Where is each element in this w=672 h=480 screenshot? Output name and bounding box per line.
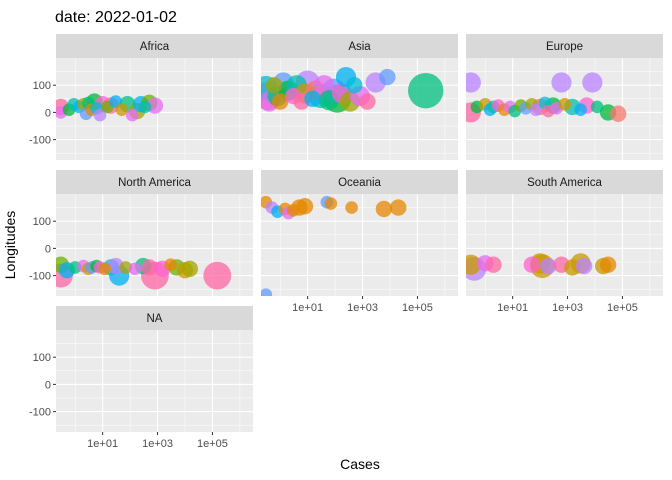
- data-point: [558, 97, 572, 111]
- data-point: [529, 103, 543, 116]
- data-point: [98, 262, 112, 276]
- x-tick-label: 1e+01: [87, 438, 118, 450]
- facet-strip: [466, 34, 663, 58]
- y-tick-label: 0: [45, 107, 51, 119]
- facet-strip-label: Europe: [546, 41, 583, 53]
- data-point: [551, 72, 572, 93]
- data-point: [286, 204, 300, 217]
- facet-strip: [261, 170, 458, 194]
- data-point: [375, 200, 393, 218]
- data-point: [359, 93, 376, 110]
- facet-panel: Oceania 1e+01 1e+03 1e+05: [261, 170, 458, 314]
- data-point: [107, 257, 124, 275]
- x-tick-label: 1e+03: [142, 438, 173, 450]
- facet-strip: [466, 170, 663, 194]
- point-layer: [466, 253, 617, 281]
- x-tick-label: 1e+03: [552, 302, 583, 314]
- y-tick-label: 0: [45, 379, 51, 391]
- facet-panel: South America 1e+01 1e+03 1e+05: [466, 170, 663, 314]
- panel-background: [466, 194, 663, 296]
- data-point: [138, 100, 152, 114]
- point-layer: [466, 72, 627, 123]
- point-layer: [56, 256, 232, 290]
- data-point: [296, 198, 314, 215]
- facet-panel: Africa -100 0 100: [29, 34, 253, 160]
- facet-strip-label: Oceania: [338, 177, 381, 189]
- facet-panel: NA -100 0 100 1e+01 1e+03 1e+05: [29, 306, 253, 450]
- x-tick-label: 1e+03: [347, 302, 378, 314]
- facet-strip: [56, 34, 253, 58]
- data-point: [324, 197, 338, 210]
- x-axis-title: Cases: [340, 456, 380, 472]
- data-point: [304, 90, 321, 108]
- facet-strip: [56, 306, 253, 330]
- point-layer: [56, 93, 164, 122]
- facet-strip-label: South America: [527, 177, 602, 189]
- data-point: [181, 260, 199, 277]
- data-point: [93, 108, 107, 122]
- point-layer: [261, 195, 407, 296]
- data-point: [379, 68, 396, 86]
- data-point: [523, 256, 541, 273]
- facet-panel: North America -100 0 100: [29, 170, 253, 296]
- y-tick-label: 100: [33, 80, 51, 92]
- data-point: [125, 108, 139, 122]
- facet-strip: [261, 34, 458, 58]
- data-point: [128, 262, 142, 276]
- facet-panels: Africa -100 0 100 Asia Europe North America -10…: [29, 34, 663, 450]
- facet-strip-label: Asia: [348, 41, 371, 53]
- y-tick-label: -100: [29, 407, 51, 419]
- data-point: [590, 100, 604, 114]
- data-point: [540, 257, 557, 275]
- y-tick-label: -100: [29, 271, 51, 283]
- x-tick-label: 1e+05: [402, 302, 433, 314]
- x-tick-label: 1e+05: [197, 438, 228, 450]
- y-tick-label: 100: [33, 216, 51, 228]
- x-tick-label: 1e+05: [607, 302, 638, 314]
- data-point: [115, 103, 129, 116]
- y-tick-label: 100: [33, 352, 51, 364]
- data-point: [261, 288, 273, 296]
- facet-strip-label: Africa: [140, 41, 170, 53]
- data-point: [582, 72, 603, 93]
- data-point: [466, 254, 481, 275]
- data-point: [271, 93, 289, 110]
- data-point: [141, 259, 158, 276]
- x-tick-label: 1e+01: [497, 302, 528, 314]
- facet-strip-label: NA: [147, 313, 163, 325]
- data-point: [203, 261, 232, 290]
- data-point: [146, 97, 164, 114]
- data-point: [408, 72, 444, 109]
- data-point: [574, 103, 587, 116]
- data-point: [346, 77, 363, 94]
- y-tick-label: -100: [29, 135, 51, 147]
- data-point: [485, 256, 502, 273]
- data-point: [390, 199, 407, 216]
- data-point: [164, 258, 177, 272]
- y-tick-label: 0: [45, 243, 51, 255]
- chart-title: date: 2022-01-02: [55, 9, 177, 26]
- facet-panel: Asia: [261, 34, 458, 160]
- y-axis-title: Longitudes: [2, 211, 18, 280]
- x-tick-label: 1e+01: [292, 302, 323, 314]
- panel-background: [56, 330, 253, 432]
- data-point: [599, 256, 617, 273]
- data-point: [345, 201, 358, 214]
- point-layer: [261, 66, 444, 113]
- facet-strip: [56, 170, 253, 194]
- facet-panel: Europe: [466, 34, 663, 160]
- data-point: [466, 72, 481, 93]
- data-point: [265, 77, 283, 94]
- facet-strip-label: North America: [118, 177, 191, 189]
- data-point: [575, 257, 593, 275]
- data-point: [609, 105, 627, 122]
